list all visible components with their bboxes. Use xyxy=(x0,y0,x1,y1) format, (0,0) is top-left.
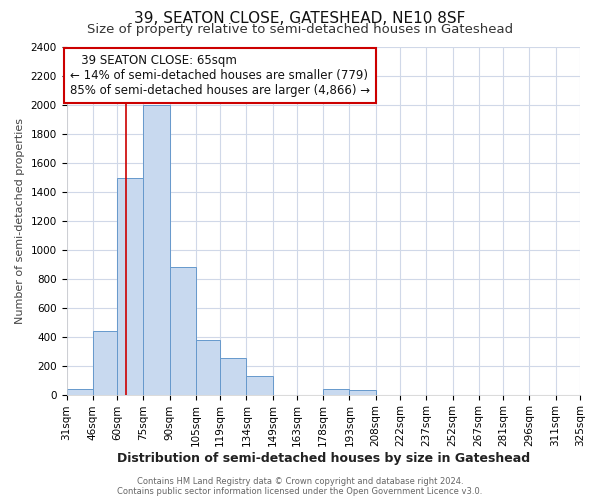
Bar xyxy=(349,390,376,394)
Y-axis label: Number of semi-detached properties: Number of semi-detached properties xyxy=(15,118,25,324)
Bar xyxy=(220,358,247,395)
Bar xyxy=(170,267,196,394)
Bar xyxy=(247,376,272,394)
Text: Size of property relative to semi-detached houses in Gateshead: Size of property relative to semi-detach… xyxy=(87,22,513,36)
Bar xyxy=(196,340,220,394)
Bar xyxy=(93,331,117,394)
Text: 39 SEATON CLOSE: 65sqm
← 14% of semi-detached houses are smaller (779)
85% of se: 39 SEATON CLOSE: 65sqm ← 14% of semi-det… xyxy=(70,54,370,97)
Bar xyxy=(323,389,349,394)
Bar xyxy=(67,389,93,394)
Text: 39, SEATON CLOSE, GATESHEAD, NE10 8SF: 39, SEATON CLOSE, GATESHEAD, NE10 8SF xyxy=(134,11,466,26)
Text: Contains HM Land Registry data © Crown copyright and database right 2024.
Contai: Contains HM Land Registry data © Crown c… xyxy=(118,476,482,496)
Bar xyxy=(117,178,143,394)
Bar xyxy=(143,104,170,395)
X-axis label: Distribution of semi-detached houses by size in Gateshead: Distribution of semi-detached houses by … xyxy=(117,452,530,465)
